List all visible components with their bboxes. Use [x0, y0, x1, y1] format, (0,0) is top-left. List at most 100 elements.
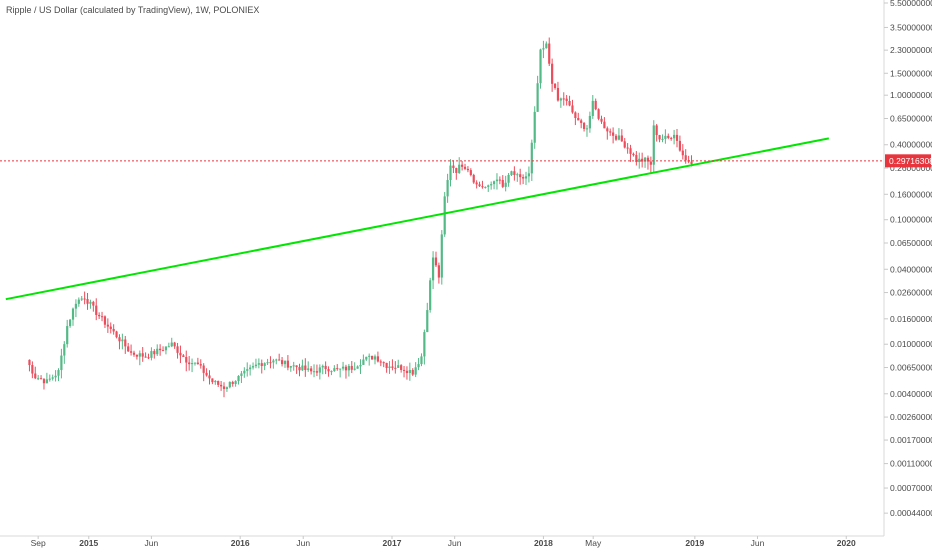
candle-body [240, 373, 243, 376]
candle-body [237, 375, 240, 382]
y-tick-label: 0.01000000 [890, 339, 932, 349]
candle-body [214, 380, 217, 383]
candle-body [510, 171, 513, 175]
candle-body [205, 372, 208, 376]
y-tick-label: 0.00400000 [890, 389, 932, 399]
candle-body [672, 134, 676, 139]
candle-body [45, 379, 48, 384]
candle-body [301, 365, 304, 371]
candle-body [51, 377, 54, 379]
candle-body [310, 368, 313, 372]
y-tick-label: 0.00070000 [890, 483, 932, 493]
candle-body [269, 362, 272, 364]
candle-body [141, 353, 144, 357]
candle-body [161, 350, 165, 352]
candle-body [382, 362, 385, 364]
candle-body [446, 180, 449, 197]
candle-body [408, 369, 411, 374]
y-axis: 5.50000000 3.50000000 2.30000000 1.50000000… [883, 0, 932, 536]
candle-body [156, 348, 159, 355]
candle-body [246, 369, 249, 371]
candle-body [118, 337, 121, 342]
candle-body [646, 157, 650, 162]
candle-body [379, 361, 382, 363]
candle-body [60, 355, 63, 371]
candle-body [391, 366, 394, 368]
candle-body [231, 381, 234, 384]
trendline [5, 137, 830, 301]
x-tick-label: Sep [31, 538, 46, 548]
candle-body [643, 157, 647, 162]
candle-body [66, 326, 69, 345]
y-tick-label: 0.00650000 [890, 363, 932, 373]
y-tick-label: 0.06500000 [890, 238, 932, 248]
candle-body [138, 353, 141, 357]
candle-body [106, 324, 109, 327]
candle-body [565, 98, 568, 102]
candle-body [144, 356, 147, 358]
candle-body [74, 303, 78, 309]
candle-body [92, 301, 95, 306]
candle-body [280, 360, 284, 365]
candle-body [80, 298, 83, 300]
candle-body [371, 355, 374, 360]
current-price-label: 0.29716308 [889, 156, 932, 166]
candle-body [327, 369, 330, 372]
candle-body [466, 168, 470, 171]
candle-body [69, 319, 72, 327]
candle-body [225, 387, 229, 389]
candle-body [251, 366, 255, 368]
candle-body [220, 384, 223, 387]
candle-body [356, 366, 359, 369]
candle-body [591, 100, 594, 116]
candle-body [298, 367, 301, 371]
candle-body [600, 118, 603, 122]
candle-body [333, 368, 336, 372]
candle-body [420, 356, 423, 365]
candle-body [681, 150, 684, 156]
candle-body [533, 111, 536, 143]
candle-body [266, 362, 269, 364]
x-tick-label: 2018 [534, 538, 553, 548]
candle-body [487, 185, 490, 187]
candle-body [83, 298, 86, 300]
candle-body [603, 121, 606, 129]
y-tick-label: 0.10000000 [890, 215, 932, 225]
candle-body [664, 135, 667, 139]
candle-body [577, 117, 580, 121]
x-tick-label: 2020 [837, 538, 856, 548]
candle-body [440, 234, 443, 278]
candle-body [176, 346, 179, 353]
x-axis: Sep 2015 Jun 2016 Jun 2017 Jun 2018 May 2019 Jun 20… [0, 535, 884, 548]
candle-body [443, 196, 446, 235]
y-tick-label: 2.30000000 [890, 45, 932, 55]
y-tick-label: 0.02600000 [890, 288, 932, 298]
candle-body [513, 171, 516, 176]
candle-body [527, 173, 531, 177]
candle-body [37, 378, 40, 380]
x-tick-label: May [585, 538, 602, 548]
candle-body [638, 158, 641, 163]
candle-body [521, 177, 525, 179]
candle-body [28, 359, 31, 365]
y-tick-label: 0.01600000 [890, 314, 932, 324]
candle-body [449, 165, 452, 181]
x-tick-label: 2019 [685, 538, 704, 548]
candle-body [295, 365, 298, 368]
candle-body [675, 134, 679, 141]
candles-layer [28, 37, 693, 398]
candle-body [362, 359, 365, 365]
candle-body [222, 386, 226, 389]
candle-body [278, 359, 281, 361]
candle-body [208, 375, 211, 379]
candle-body [597, 109, 600, 119]
candle-body [103, 316, 107, 325]
y-tick-label: 5.50000000 [890, 0, 932, 8]
candle-body [614, 135, 618, 140]
candle-body [652, 125, 655, 165]
y-tick-label: 0.00044000 [890, 508, 932, 518]
candle-body [304, 365, 307, 370]
candle-body [341, 366, 345, 369]
candle-body [167, 346, 170, 348]
candle-body [411, 369, 414, 375]
